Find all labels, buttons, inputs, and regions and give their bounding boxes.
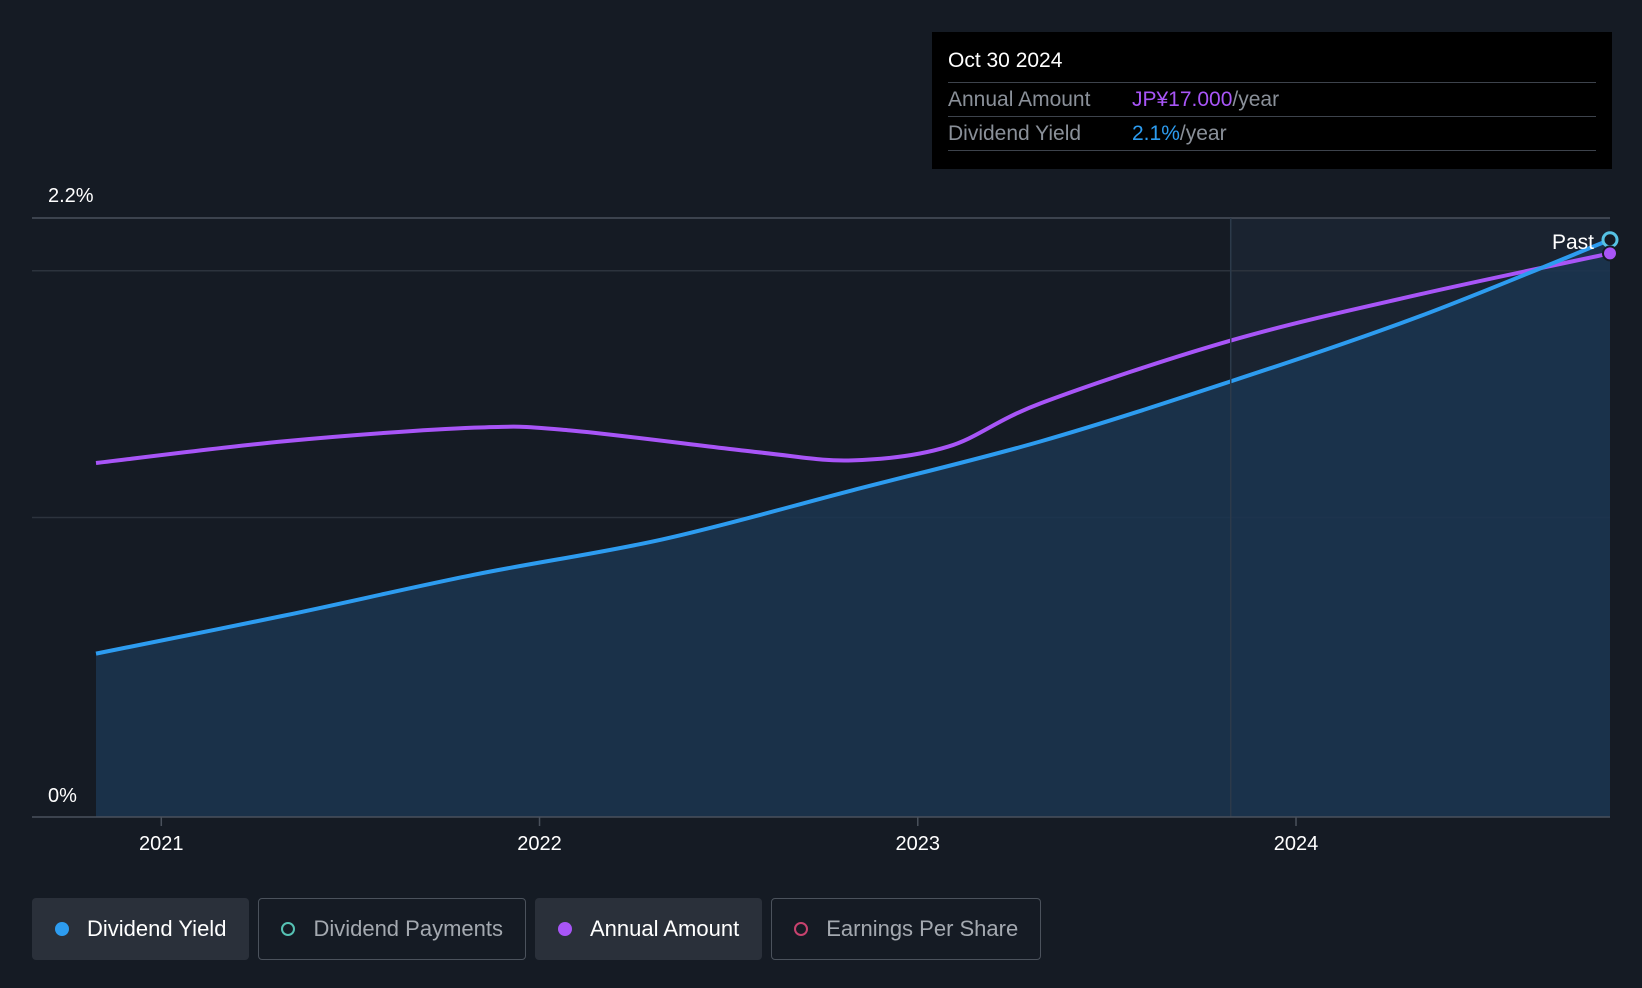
annual-amount-dot-icon bbox=[557, 922, 572, 936]
y-axis-bottom-label: 0% bbox=[48, 785, 77, 807]
x-tick-label: 2021 bbox=[139, 833, 184, 855]
tooltip-label: Dividend Yield bbox=[948, 122, 1082, 145]
x-tick-label: 2023 bbox=[896, 833, 941, 855]
legend-earnings-per-share[interactable]: Earnings Per Share bbox=[771, 898, 1042, 960]
dividend-payments-ring-icon bbox=[281, 922, 296, 936]
tooltip-unit: /year bbox=[1232, 88, 1280, 111]
dividend-yield-end-marker bbox=[1601, 231, 1619, 249]
legend-dividend-payments[interactable]: Dividend Payments bbox=[258, 898, 526, 960]
tooltip-value: JP¥17.000 bbox=[1132, 88, 1233, 111]
tooltip-row-dividend-yield: Dividend Yield 2.1% /year bbox=[948, 116, 1596, 151]
dividend-yield-dot-icon bbox=[55, 922, 69, 936]
tooltip-row-annual-amount: Annual Amount JP¥17.000 /year bbox=[948, 82, 1596, 116]
tooltip-unit: /year bbox=[1179, 122, 1227, 145]
legend-label: Earnings Per Share bbox=[826, 916, 1019, 941]
legend-dividend-yield[interactable]: Dividend Yield bbox=[32, 898, 250, 960]
earnings-per-share-ring-icon bbox=[794, 922, 809, 936]
legend-label: Dividend Yield bbox=[87, 916, 227, 941]
annual-amount-end-marker bbox=[1602, 245, 1618, 262]
y-axis-top-label: 2.2% bbox=[48, 185, 94, 207]
legend-label: Annual Amount bbox=[589, 916, 740, 941]
tooltip-value: 2.1% bbox=[1132, 122, 1180, 145]
annual-amount-line bbox=[95, 251, 1611, 466]
end-markers bbox=[1601, 231, 1619, 262]
tooltip-label: Annual Amount bbox=[948, 88, 1091, 111]
dividend-yield-area bbox=[96, 239, 1610, 818]
x-tick-label: 2022 bbox=[517, 833, 562, 855]
x-tick-label: 2024 bbox=[1274, 833, 1319, 855]
legend: Dividend Yield Dividend Payments Annual … bbox=[32, 898, 1050, 960]
tooltip-date: Oct 30 2024 bbox=[948, 49, 1063, 72]
legend-label: Dividend Payments bbox=[313, 916, 503, 941]
tooltip: Oct 30 2024 Annual Amount JP¥17.000 /yea… bbox=[932, 32, 1612, 169]
legend-annual-amount[interactable]: Annual Amount bbox=[534, 898, 763, 960]
past-label: Past bbox=[1552, 231, 1594, 254]
x-axis-ticks: 2021 2022 2023 2024 bbox=[139, 817, 1318, 855]
dividend-yield-line bbox=[95, 237, 1611, 656]
